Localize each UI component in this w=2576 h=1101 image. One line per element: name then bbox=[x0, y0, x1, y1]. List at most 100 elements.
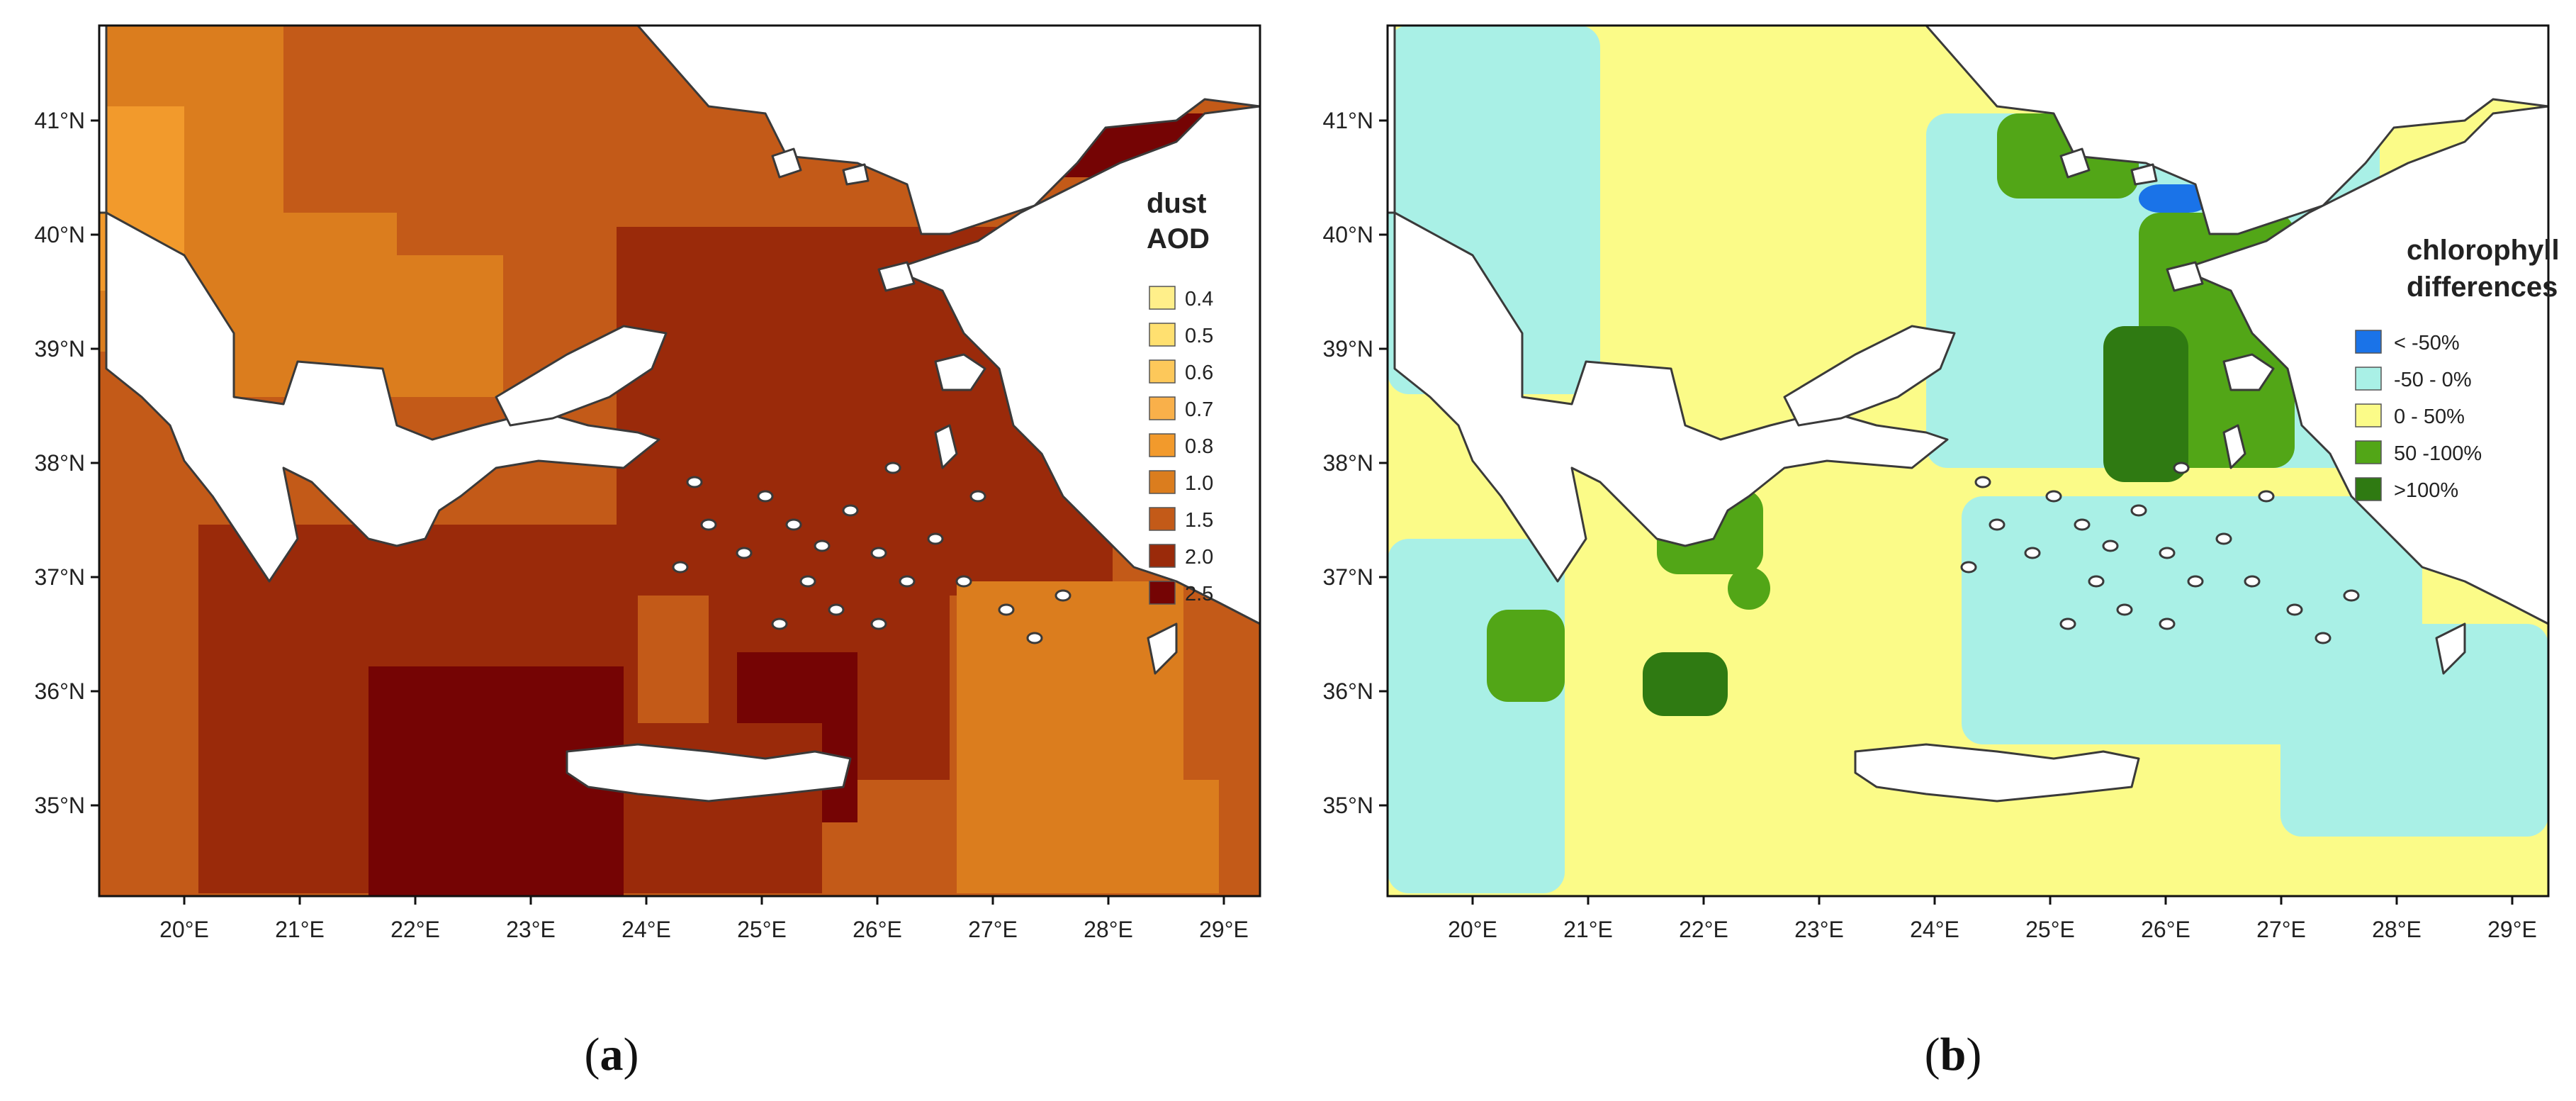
legend-label: 1.0 bbox=[1185, 472, 1213, 495]
land-layer bbox=[99, 26, 1260, 803]
legend-swatch bbox=[2355, 330, 2382, 354]
aod-cell bbox=[1006, 780, 1219, 893]
island bbox=[785, 518, 802, 531]
land-mass bbox=[495, 325, 668, 427]
island bbox=[2159, 547, 2176, 559]
island bbox=[2315, 632, 2332, 644]
land-mass bbox=[1147, 622, 1178, 675]
island bbox=[2187, 575, 2204, 588]
x-tick-label: 25°E bbox=[2025, 917, 2075, 942]
legend-label: < -50% bbox=[2394, 332, 2460, 354]
y-tick-label: 38°N bbox=[1323, 450, 1374, 476]
x-tick-label: 23°E bbox=[506, 917, 556, 942]
land-mass bbox=[1388, 26, 1396, 214]
island bbox=[2045, 490, 2062, 503]
island bbox=[672, 561, 689, 574]
island bbox=[757, 490, 774, 503]
island bbox=[870, 547, 887, 559]
legend-swatch bbox=[1149, 507, 1176, 531]
island bbox=[2102, 540, 2119, 552]
island bbox=[2059, 617, 2076, 630]
land-mass bbox=[1388, 26, 2548, 235]
legend-label: 0.6 bbox=[1185, 362, 1213, 384]
land-mass bbox=[2130, 163, 2158, 186]
island bbox=[799, 575, 816, 588]
y-tick-label: 36°N bbox=[35, 678, 86, 704]
land-mass bbox=[877, 261, 916, 292]
legend-label: 1.5 bbox=[1185, 509, 1213, 532]
land-mass bbox=[771, 147, 802, 179]
x-tick-label: 29°E bbox=[1199, 917, 1249, 942]
island bbox=[1974, 476, 1991, 488]
island bbox=[686, 476, 703, 488]
land-mass bbox=[2059, 147, 2091, 179]
land-mass bbox=[2180, 105, 2548, 625]
legend-label: 50 -100% bbox=[2394, 442, 2482, 465]
land-mass bbox=[1854, 743, 2140, 803]
island bbox=[870, 617, 887, 630]
legend-label: 0.7 bbox=[1185, 398, 1213, 421]
legend-dust-aod: dust AOD 0.4 0.5 0.6 0.7 0.8 1.0 1.5 2.0 2.5 bbox=[1147, 188, 1213, 605]
x-tick-label: 29°E bbox=[2487, 917, 2537, 942]
land-mass bbox=[842, 163, 870, 186]
island bbox=[927, 532, 944, 545]
plot-frame bbox=[98, 24, 1261, 898]
x-tick-label: 24°E bbox=[1910, 917, 1959, 942]
island bbox=[2024, 547, 2041, 559]
legend-label: 0 - 50% bbox=[2394, 406, 2465, 428]
island bbox=[2116, 603, 2133, 616]
island bbox=[2159, 617, 2176, 630]
land-mass bbox=[99, 26, 108, 214]
legend-chlorophyll: chlorophyll differences < -50% -50 - 0% 0 - … bbox=[2355, 235, 2560, 502]
chl-cell bbox=[1388, 539, 1565, 893]
chl-cell bbox=[1728, 567, 1770, 610]
x-tick-label: 24°E bbox=[621, 917, 671, 942]
island bbox=[814, 540, 831, 552]
caption-b: (b) bbox=[1924, 1029, 1982, 1080]
panel-chlorophyll-differences: 20°E 21°E 22°E 23°E 24°E 25°E 26°E 27°E 28°E 29°E… bbox=[1288, 0, 2576, 1101]
island bbox=[884, 462, 901, 474]
legend-label: >100% bbox=[2394, 479, 2458, 502]
island bbox=[1989, 518, 2006, 531]
x-tick-label: 20°E bbox=[159, 917, 209, 942]
legend-swatch bbox=[1149, 470, 1176, 494]
y-tick-label: 37°N bbox=[35, 564, 86, 590]
island bbox=[828, 603, 845, 616]
caption-a: (a) bbox=[584, 1029, 639, 1080]
land-mass bbox=[2222, 353, 2275, 391]
land-mass bbox=[1783, 325, 1956, 427]
land-mass bbox=[99, 26, 1260, 235]
legend-label: -50 - 0% bbox=[2394, 369, 2472, 391]
legend-label: 0.8 bbox=[1185, 435, 1213, 458]
x-tick-label: 21°E bbox=[275, 917, 325, 942]
island bbox=[771, 617, 788, 630]
island bbox=[700, 518, 717, 531]
x-tick-label: 22°E bbox=[1679, 917, 1728, 942]
x-tick-label: 26°E bbox=[2141, 917, 2190, 942]
island bbox=[2074, 518, 2091, 531]
x-tick-label: 28°E bbox=[2372, 917, 2422, 942]
legend-swatch bbox=[1149, 323, 1176, 347]
island bbox=[969, 490, 986, 503]
land-mass bbox=[934, 424, 958, 469]
island bbox=[2343, 589, 2360, 602]
land-mass bbox=[1393, 211, 1949, 583]
island bbox=[1026, 632, 1043, 644]
y-tick-label: 38°N bbox=[35, 450, 86, 476]
legend-swatch bbox=[1149, 544, 1176, 568]
dust-aod-map: 20°E 21°E 22°E 23°E 24°E 25°E 26°E 27°E 28°E 29°E… bbox=[35, 24, 1261, 942]
land-mass bbox=[2166, 261, 2204, 292]
legend-swatch bbox=[2355, 477, 2382, 501]
island bbox=[2215, 532, 2232, 545]
chl-cell bbox=[1487, 610, 1565, 702]
y-tick-label: 40°N bbox=[1323, 222, 1374, 247]
y-tick-label: 39°N bbox=[1323, 336, 1374, 362]
x-tick-label: 22°E bbox=[390, 917, 440, 942]
y-tick-label: 40°N bbox=[35, 222, 86, 247]
legend-swatch bbox=[1149, 286, 1176, 310]
y-tick-label: 41°N bbox=[1323, 108, 1374, 133]
island bbox=[2286, 603, 2303, 616]
panel-dust-aod: 20°E 21°E 22°E 23°E 24°E 25°E 26°E 27°E 28°E 29°E… bbox=[35, 24, 1261, 1080]
land-mass bbox=[105, 211, 660, 583]
y-tick-label: 41°N bbox=[35, 108, 86, 133]
